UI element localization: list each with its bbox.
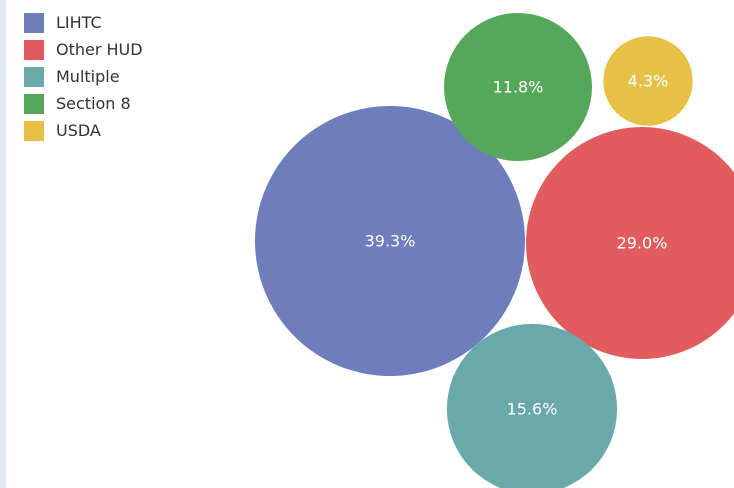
legend-label-usda: USDA	[56, 120, 101, 140]
bubble-label-section-8: 11.8%	[493, 78, 544, 97]
bubble-other-hud[interactable]	[526, 127, 734, 359]
legend-label-other-hud: Other HUD	[56, 39, 143, 59]
legend-item-multiple[interactable]: Multiple	[24, 63, 143, 90]
bubble-section-8[interactable]	[444, 13, 592, 161]
bubble-multiple[interactable]	[446, 323, 618, 488]
legend-swatch-lihtc	[24, 12, 44, 33]
legend-item-section-8[interactable]: Section 8	[24, 90, 143, 117]
legend-item-lihtc[interactable]: LIHTC	[24, 9, 143, 36]
legend-label-section-8: Section 8	[56, 93, 131, 113]
legend-item-usda[interactable]: USDA	[24, 117, 143, 144]
legend-swatch-usda	[24, 120, 44, 141]
legend-swatch-section-8	[24, 93, 44, 114]
legend-label-multiple: Multiple	[56, 66, 120, 86]
bubble-label-other-hud: 29.0%	[617, 234, 668, 253]
bubble-label-lihtc: 39.3%	[365, 232, 416, 251]
bubble-usda[interactable]	[603, 36, 693, 126]
legend: LIHTC Other HUD Multiple Section 8 USDA	[24, 9, 143, 144]
bubble-lihtc[interactable]	[255, 106, 525, 376]
legend-swatch-multiple	[24, 66, 44, 87]
legend-item-other-hud[interactable]: Other HUD	[24, 36, 143, 63]
legend-swatch-other-hud	[24, 39, 44, 60]
bubble-label-multiple: 15.6%	[507, 400, 558, 419]
bubble-label-usda: 4.3%	[628, 72, 669, 91]
legend-label-lihtc: LIHTC	[56, 12, 102, 32]
left-edge-strip	[0, 0, 6, 488]
